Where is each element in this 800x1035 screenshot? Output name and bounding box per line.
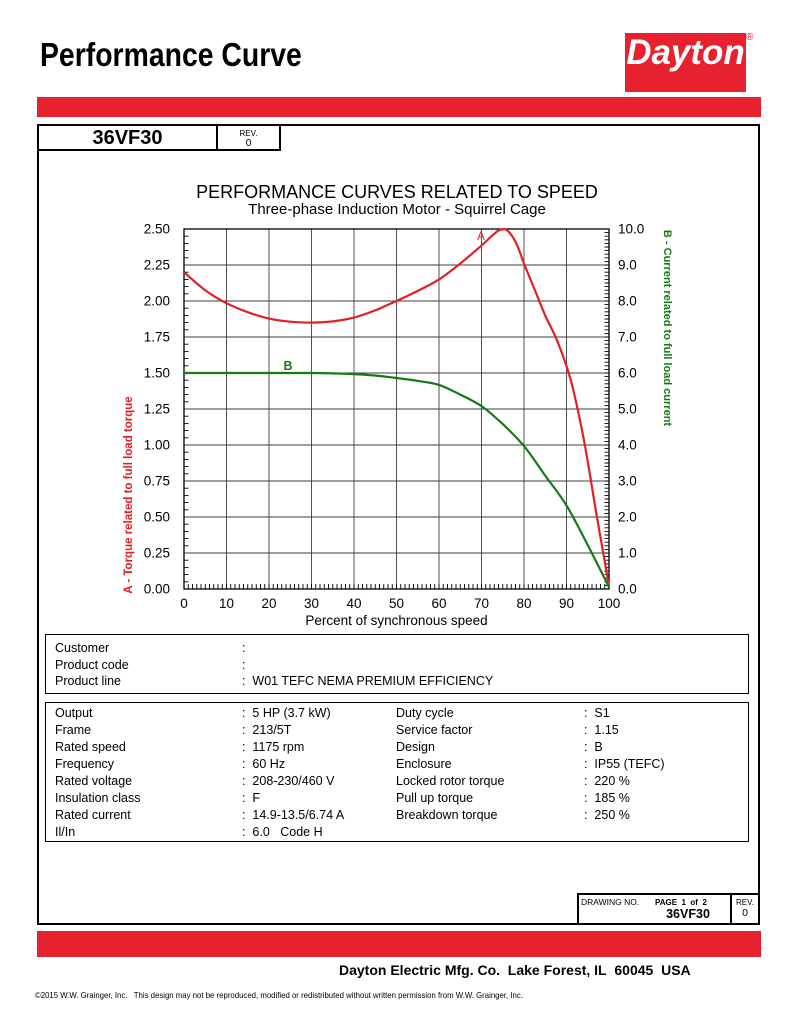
svg-text:9.0: 9.0 bbox=[618, 258, 637, 273]
svg-text:2.50: 2.50 bbox=[144, 222, 170, 237]
svg-text:10: 10 bbox=[219, 596, 234, 611]
svg-text:0.75: 0.75 bbox=[144, 474, 170, 489]
svg-text:0.0: 0.0 bbox=[618, 582, 637, 597]
svg-text:100: 100 bbox=[598, 596, 621, 611]
svg-text:A - Torque related to full loa: A - Torque related to full load torque bbox=[123, 396, 135, 593]
svg-text:5.0: 5.0 bbox=[618, 402, 637, 417]
svg-text:Percent of synchronous speed: Percent of synchronous speed bbox=[305, 613, 487, 628]
svg-text:1.25: 1.25 bbox=[144, 402, 170, 417]
svg-text:80: 80 bbox=[516, 596, 531, 611]
svg-text:90: 90 bbox=[559, 596, 574, 611]
svg-text:6.0: 6.0 bbox=[618, 366, 637, 381]
svg-text:1.75: 1.75 bbox=[144, 330, 170, 345]
svg-text:0.50: 0.50 bbox=[144, 510, 170, 525]
svg-text:1.0: 1.0 bbox=[618, 546, 637, 561]
svg-text:3.0: 3.0 bbox=[618, 474, 637, 489]
svg-text:A: A bbox=[477, 231, 485, 243]
svg-text:B: B bbox=[283, 359, 292, 373]
svg-text:0.00: 0.00 bbox=[144, 582, 170, 597]
svg-text:0.25: 0.25 bbox=[144, 546, 170, 561]
svg-text:2.25: 2.25 bbox=[144, 258, 170, 273]
svg-text:30: 30 bbox=[304, 596, 319, 611]
svg-text:8.0: 8.0 bbox=[618, 294, 637, 309]
svg-text:60: 60 bbox=[431, 596, 446, 611]
svg-text:2.00: 2.00 bbox=[144, 294, 170, 309]
svg-text:20: 20 bbox=[261, 596, 276, 611]
svg-text:B - Current related to full lo: B - Current related to full load current bbox=[661, 230, 673, 427]
svg-text:1.50: 1.50 bbox=[144, 366, 170, 381]
svg-text:40: 40 bbox=[346, 596, 361, 611]
svg-text:0: 0 bbox=[180, 596, 188, 611]
svg-text:7.0: 7.0 bbox=[618, 330, 637, 345]
svg-text:1.00: 1.00 bbox=[144, 438, 170, 453]
svg-text:2.0: 2.0 bbox=[618, 510, 637, 525]
svg-text:4.0: 4.0 bbox=[618, 438, 637, 453]
svg-text:70: 70 bbox=[474, 596, 489, 611]
svg-text:10.0: 10.0 bbox=[618, 222, 644, 237]
svg-text:50: 50 bbox=[389, 596, 404, 611]
